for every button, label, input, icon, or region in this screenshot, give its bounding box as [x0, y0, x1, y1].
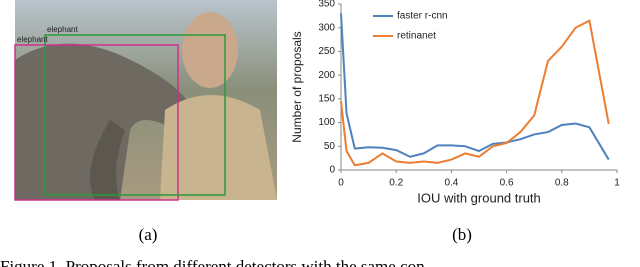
x-tick-label: 0.6 — [500, 178, 514, 189]
series-line — [340, 13, 610, 161]
y-tick-label: 200 — [318, 70, 335, 81]
figure-caption: Figure 1. Proposals from different detec… — [0, 257, 425, 267]
shirt-shape — [160, 95, 277, 200]
elephant-shape — [15, 43, 190, 200]
legend-label: faster r-cnn — [397, 11, 448, 22]
head-shape — [182, 12, 238, 88]
x-tick-label: 0.2 — [389, 178, 403, 189]
x-tick-label: 0 — [338, 178, 344, 189]
box-label: elephant — [17, 35, 48, 44]
y-tick-label: 350 — [318, 0, 335, 10]
photo: elephant elephant — [14, 0, 277, 201]
x-tick-label: 0.8 — [555, 178, 569, 189]
legend-label: retinanet — [397, 31, 436, 42]
y-tick-label: 100 — [318, 117, 335, 128]
box-label: elephant — [47, 25, 78, 34]
y-tick-label: 150 — [318, 93, 335, 104]
y-tick-label: 50 — [324, 141, 336, 152]
chart: 0 50 100 150 200 250 300 350 0 0.2 0.4 0.6 0.8 1 faste… — [318, 0, 620, 189]
caption-b: (b) — [452, 225, 472, 244]
box-green — [44, 34, 226, 196]
series-line — [340, 19, 610, 167]
caption-a: (a) — [139, 225, 158, 244]
x-axis-label: IOU with ground truth — [417, 190, 541, 205]
y-axis-label: Number of proposals — [290, 31, 304, 142]
box-magenta — [14, 44, 179, 201]
y-tick-label: 250 — [318, 46, 335, 57]
trunk-shape — [90, 120, 125, 200]
x-tick-label: 0.4 — [444, 178, 458, 189]
y-tick-label: 300 — [318, 22, 335, 33]
y-tick-label: 0 — [329, 165, 335, 176]
x-tick-label: 1 — [614, 178, 620, 189]
